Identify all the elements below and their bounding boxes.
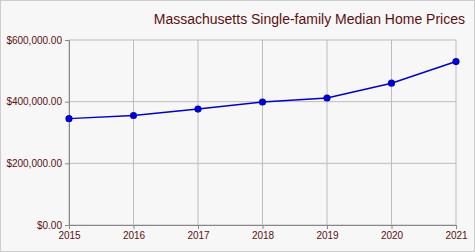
marker <box>194 105 201 112</box>
tick: $0.00 <box>37 220 69 231</box>
tick-label: 2019 <box>316 230 339 241</box>
grid-line <box>456 40 457 225</box>
axis-line <box>70 226 457 230</box>
axis-line <box>65 41 70 226</box>
tick-mark <box>134 225 135 229</box>
tick-mark <box>263 225 264 229</box>
grid-line <box>133 40 134 225</box>
marker <box>130 112 137 119</box>
grid <box>69 40 456 225</box>
tick-label: 2020 <box>381 230 404 241</box>
plot: $0.00 $200,000.00 $400,000.00 $600,000.00 20… <box>6 35 468 241</box>
tick-mark <box>456 225 457 229</box>
tick-mark <box>327 225 328 229</box>
marks <box>65 58 459 122</box>
tick-mark <box>65 163 69 164</box>
tick-mark <box>69 225 70 229</box>
tick-label: 2018 <box>252 230 275 241</box>
tick-label: $200,000.00 <box>6 158 62 169</box>
tick-label: 2015 <box>58 230 81 241</box>
grid-line <box>198 40 199 225</box>
tick-mark <box>65 40 69 41</box>
tick-mark <box>198 225 199 229</box>
tick: 2020 <box>381 225 404 241</box>
tick-label: 2016 <box>123 230 146 241</box>
tick: $200,000.00 <box>6 158 69 169</box>
tick-mark <box>65 225 69 226</box>
background <box>1 1 475 252</box>
grid-line <box>327 40 328 225</box>
y-axis: $0.00 $200,000.00 $400,000.00 $600,000.00 <box>6 35 69 231</box>
marker <box>323 94 330 101</box>
tick: 2021 <box>445 225 468 241</box>
tick: 2016 <box>123 225 146 241</box>
grid-line <box>391 40 392 225</box>
line <box>69 62 456 119</box>
tick: 2019 <box>316 225 339 241</box>
tick-label: $600,000.00 <box>6 35 62 46</box>
tick: 2015 <box>58 225 81 241</box>
tick: $400,000.00 <box>6 96 69 107</box>
tick: 2017 <box>187 225 210 241</box>
tick-label: $0.00 <box>37 220 62 231</box>
title: Massachusetts Single-family Median Home … <box>154 11 465 27</box>
chart: $0.00 $200,000.00 $400,000.00 $600,000.00 20… <box>0 0 475 252</box>
marker <box>388 80 395 87</box>
tick-mark <box>65 102 69 103</box>
tick-label: 2021 <box>445 230 468 241</box>
grid-line <box>262 40 263 225</box>
marker <box>452 58 459 65</box>
tick: 2018 <box>252 225 275 241</box>
tick-label: 2017 <box>187 230 210 241</box>
marker <box>65 115 72 122</box>
marker <box>259 98 266 105</box>
tick-label: $400,000.00 <box>6 96 62 107</box>
tick-mark <box>392 225 393 229</box>
x-axis: 2015 2016 2017 2018 2019 2020 2021 <box>58 225 468 241</box>
tick: $600,000.00 <box>6 35 69 46</box>
